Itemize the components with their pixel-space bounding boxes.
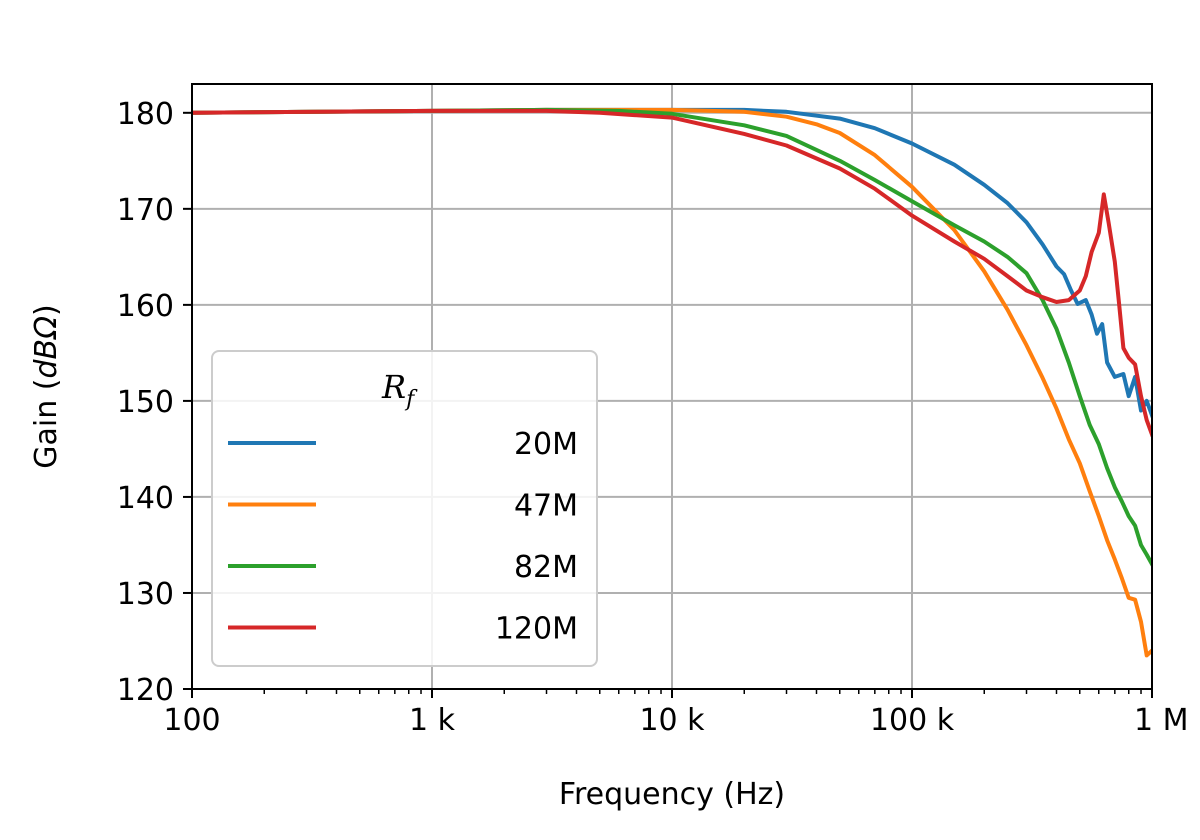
y-tick-label: 180 — [117, 97, 174, 132]
legend-title-main: R — [381, 368, 406, 406]
x-tick-label: 10 k — [639, 703, 705, 738]
y-axis-label-prefix: Gain ( — [29, 379, 64, 469]
series-line-120M — [192, 108, 1152, 438]
legend-label-82M: 82M — [514, 550, 578, 585]
legend-label-120M: 120M — [495, 612, 578, 647]
axis-ticks: 100 1 k 10 k 100 k 1 M 120 130 140 150 160 170 180 — [117, 97, 1189, 738]
series-line-82M — [192, 107, 1152, 567]
y-tick-label: 160 — [117, 289, 174, 324]
x-axis-label: Frequency (Hz) — [559, 777, 785, 812]
y-tick-label: 140 — [117, 481, 174, 516]
y-axis-label-unit: dBΩ — [29, 316, 64, 379]
legend-label-47M: 47M — [514, 489, 578, 524]
series-line-20M — [192, 107, 1152, 418]
x-tick-label: 100 — [163, 703, 220, 738]
y-tick-label: 170 — [117, 193, 174, 228]
y-axis-label: Gain (dBΩ) — [29, 304, 64, 469]
y-tick-label: 150 — [117, 385, 174, 420]
y-axis-label-suffix: ) — [29, 304, 64, 316]
x-tick-label: 1 k — [409, 703, 456, 738]
y-tick-label: 120 — [117, 673, 174, 708]
legend-box — [211, 350, 598, 667]
x-tick-label: 100 k — [870, 703, 955, 738]
x-tick-label: 1 M — [1134, 703, 1189, 738]
series-line-47M — [192, 107, 1152, 658]
legend-label-20M: 20M — [514, 427, 578, 462]
series-lines — [192, 107, 1152, 658]
y-tick-label: 130 — [117, 577, 174, 612]
